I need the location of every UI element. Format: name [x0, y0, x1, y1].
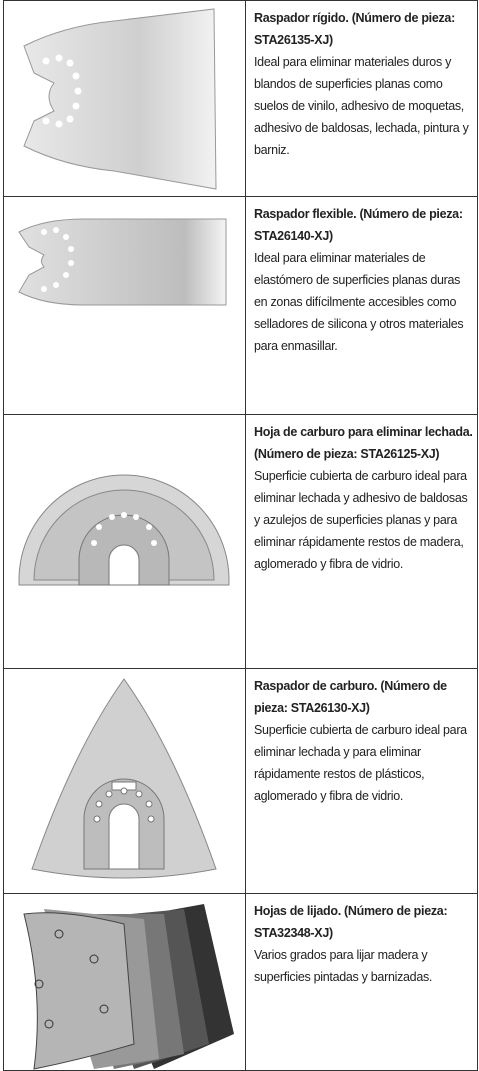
cell-text: Raspador flexible. (Número de pieza: STA…	[254, 203, 475, 357]
carbide-grout-blade-image	[18, 474, 230, 586]
cell-text: Hojas de lijado. (Número de pieza: STA32…	[254, 900, 475, 988]
image-cell	[4, 415, 246, 668]
image-cell	[4, 1, 246, 196]
item-title: Raspador flexible. (Número de pieza: STA…	[254, 207, 463, 243]
table-row: Raspador flexible. (Número de pieza: STA…	[3, 196, 478, 415]
flexible-scraper-image	[18, 218, 227, 306]
cell-text: Raspador rígido. (Número de pieza: STA26…	[254, 7, 475, 161]
table-row: Hoja de carburo para eliminar lechada. (…	[3, 414, 478, 669]
table-row: Hojas de lijado. (Número de pieza: STA32…	[3, 893, 478, 1071]
cell-text: Hoja de carburo para eliminar lechada. (…	[254, 421, 475, 575]
table-row: Raspador rígido. (Número de pieza: STA26…	[3, 0, 478, 197]
image-cell	[4, 894, 246, 1070]
sanding-sheets-image	[23, 904, 234, 1070]
item-description: Ideal para eliminar materiales duros y b…	[254, 55, 469, 157]
item-description: Varios grados para lijar madera y superf…	[254, 948, 433, 984]
table-row: Raspador de carburo. (Número de pieza: S…	[3, 668, 478, 894]
item-description: Superficie cubierta de carburo ideal par…	[254, 723, 467, 803]
image-cell	[4, 197, 246, 414]
rigid-scraper-image	[23, 8, 217, 190]
item-title: Hojas de lijado. (Número de pieza: STA32…	[254, 904, 448, 940]
item-title: Raspador de carburo. (Número de pieza: S…	[254, 679, 447, 715]
image-cell	[4, 669, 246, 893]
item-description: Ideal para eliminar materiales de elastó…	[254, 251, 464, 353]
item-description: Superficie cubierta de carburo ideal par…	[254, 469, 468, 571]
cell-text: Raspador de carburo. (Número de pieza: S…	[254, 675, 475, 807]
carbide-scraper-image	[31, 678, 217, 879]
item-title: Raspador rígido. (Número de pieza: STA26…	[254, 11, 455, 47]
item-title: Hoja de carburo para eliminar lechada. (…	[254, 425, 473, 461]
